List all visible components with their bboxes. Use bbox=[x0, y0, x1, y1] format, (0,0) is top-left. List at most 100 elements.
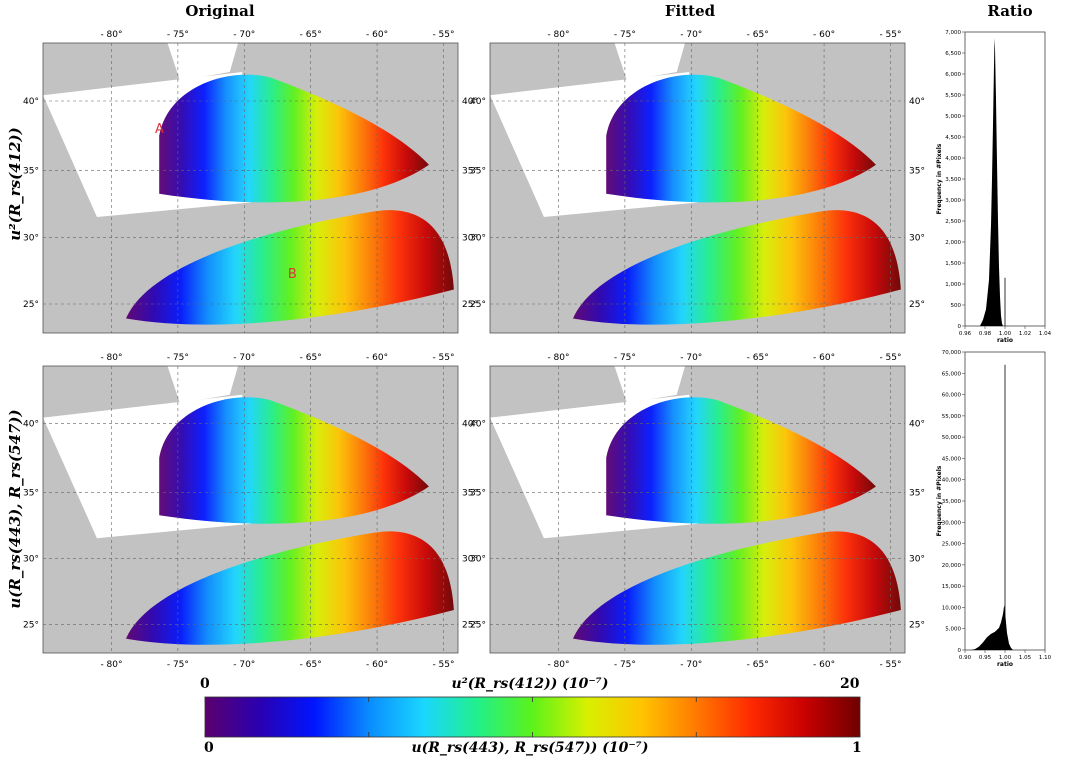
longitude-tick-label: - 70° bbox=[680, 660, 702, 670]
annotation-point-a: A bbox=[155, 122, 164, 137]
histogram-chart-2: 0 5,000 10,000 15,000 20,000 25,000 30,000 35,0… bbox=[936, 350, 1052, 668]
longitude-tick-label: - 65° bbox=[300, 30, 322, 40]
colorbar bbox=[204, 696, 861, 738]
latitude-tick-label: 35° bbox=[909, 488, 925, 498]
longitude-tick-label: - 60° bbox=[813, 660, 835, 670]
x-tick-label: 1.00 bbox=[999, 331, 1012, 337]
map-fitted-bottom: - 80° - 75° - 70° - 65° - 60° - 55° - 80° - 75°… bbox=[470, 353, 925, 670]
x-tick-label: 1.02 bbox=[1019, 331, 1031, 337]
latitude-tick-label: 35° bbox=[23, 167, 39, 177]
longitude-tick-label: - 55° bbox=[432, 30, 454, 40]
map-frame bbox=[42, 42, 459, 334]
longitude-tick-label: - 70° bbox=[233, 353, 255, 363]
longitude-tick-label: - 70° bbox=[233, 30, 255, 40]
latitude-tick-label: 40° bbox=[470, 97, 486, 107]
map-frame bbox=[489, 42, 906, 334]
no-data-swath bbox=[614, 43, 686, 81]
latitude-tick-label: 35° bbox=[462, 488, 478, 498]
longitude-tick-label: - 75° bbox=[614, 30, 636, 40]
map-original-bottom: - 80° - 75° - 70° - 65° - 60° - 55° - 80° - 75°… bbox=[23, 353, 478, 670]
latitude-tick-label: 25° bbox=[462, 300, 478, 310]
latitude-tick-label: 25° bbox=[470, 300, 486, 310]
colorbar-bottom-label: u(R_rs(443), R_rs(547)) (10⁻⁷) bbox=[411, 740, 649, 756]
latitude-tick-label: 35° bbox=[462, 167, 478, 177]
x-tick-label: 1.10 bbox=[1039, 655, 1052, 661]
latitude-tick-label: 30° bbox=[23, 233, 39, 243]
longitude-tick-label: - 80° bbox=[547, 660, 569, 670]
longitude-tick-label: - 75° bbox=[614, 660, 636, 670]
latitude-tick-label: 25° bbox=[909, 620, 925, 630]
y-tick-label: 500 bbox=[951, 303, 962, 309]
longitude-tick-label: - 70° bbox=[233, 660, 255, 670]
ocean-data-south bbox=[573, 531, 901, 645]
x-tick-label: 1.04 bbox=[1039, 331, 1052, 337]
latitude-tick-label: 40° bbox=[470, 419, 486, 429]
chart-frame bbox=[964, 31, 1046, 327]
y-tick-label: 5,000 bbox=[945, 627, 961, 633]
histogram-area bbox=[980, 38, 1003, 327]
longitude-tick-label: - 75° bbox=[167, 660, 189, 670]
longitude-tick-label: - 80° bbox=[100, 660, 122, 670]
latitude-tick-label: 40° bbox=[909, 97, 925, 107]
y-tick-label: 7,000 bbox=[945, 30, 961, 36]
y-tick-label: 10,000 bbox=[942, 605, 962, 611]
longitude-tick-label: - 55° bbox=[879, 30, 901, 40]
y-tick-label: 3,500 bbox=[945, 177, 961, 183]
colorbar-top-max: 20 bbox=[840, 676, 860, 692]
colorbar-top-label: u²(R_rs(412)) (10⁻⁷) bbox=[451, 676, 609, 692]
map-frame bbox=[489, 365, 906, 654]
colorbar-bottom-min: 0 bbox=[204, 740, 214, 756]
row-label-bottom: u(R_rs(443), R_rs(547)) bbox=[6, 409, 24, 609]
longitude-tick-label: - 70° bbox=[680, 353, 702, 363]
y-tick-label: 2,500 bbox=[945, 219, 961, 225]
latitude-tick-label: 25° bbox=[23, 620, 39, 630]
longitude-tick-label: - 65° bbox=[300, 353, 322, 363]
y-tick-label: 0 bbox=[958, 648, 962, 654]
latitude-tick-label: 40° bbox=[909, 419, 925, 429]
longitude-tick-label: - 65° bbox=[747, 660, 769, 670]
y-tick-label: 2,000 bbox=[945, 240, 961, 246]
latitude-tick-label: 35° bbox=[470, 167, 486, 177]
y-tick-label: 4,000 bbox=[945, 156, 961, 162]
y-axis-label: Frequency in #Pixels bbox=[936, 465, 943, 536]
latitude-tick-label: 30° bbox=[470, 233, 486, 243]
latitude-tick-label: 25° bbox=[462, 620, 478, 630]
header-fitted: Fitted bbox=[664, 2, 716, 20]
longitude-tick-label: - 55° bbox=[879, 353, 901, 363]
no-data-swath bbox=[167, 43, 239, 81]
latitude-tick-label: 30° bbox=[470, 554, 486, 564]
latitude-tick-label: 30° bbox=[909, 233, 925, 243]
longitude-tick-label: - 60° bbox=[813, 353, 835, 363]
y-tick-label: 40,000 bbox=[942, 478, 962, 484]
x-tick-label: 0.90 bbox=[959, 655, 972, 661]
x-axis-label: ratio bbox=[997, 337, 1013, 344]
y-tick-label: 3,000 bbox=[945, 198, 961, 204]
y-tick-label: 1,000 bbox=[945, 282, 961, 288]
no-data-swath bbox=[167, 366, 239, 404]
y-tick-label: 15,000 bbox=[942, 584, 962, 590]
colorbar-top-min: 0 bbox=[200, 676, 210, 692]
longitude-tick-label: - 55° bbox=[432, 353, 454, 363]
header-original: Original bbox=[185, 2, 255, 20]
y-tick-label: 60,000 bbox=[942, 393, 962, 399]
latitude-tick-label: 25° bbox=[470, 620, 486, 630]
latitude-tick-label: 30° bbox=[462, 233, 478, 243]
map-frame bbox=[42, 365, 459, 654]
y-tick-label: 45,000 bbox=[942, 456, 962, 462]
latitude-tick-label: 35° bbox=[909, 167, 925, 177]
longitude-tick-label: - 65° bbox=[747, 353, 769, 363]
x-tick-label: 0.98 bbox=[979, 331, 992, 337]
latitude-tick-label: 30° bbox=[462, 554, 478, 564]
latitude-tick-label: 35° bbox=[23, 488, 39, 498]
y-tick-label: 0 bbox=[958, 324, 962, 330]
y-tick-label: 25,000 bbox=[942, 542, 962, 548]
x-tick-label: 1.05 bbox=[1019, 655, 1032, 661]
y-tick-label: 20,000 bbox=[942, 563, 962, 569]
latitude-tick-label: 40° bbox=[462, 97, 478, 107]
y-tick-label: 65,000 bbox=[942, 371, 962, 377]
x-tick-label: 0.95 bbox=[979, 655, 992, 661]
histogram-chart-1: 0 500 1,000 1,500 2,000 2,500 3,000 3,500 4,000 4… bbox=[936, 30, 1052, 344]
latitude-tick-label: 30° bbox=[909, 554, 925, 564]
longitude-tick-label: - 80° bbox=[100, 353, 122, 363]
y-axis-label: Frequency in #Pixels bbox=[936, 143, 943, 214]
